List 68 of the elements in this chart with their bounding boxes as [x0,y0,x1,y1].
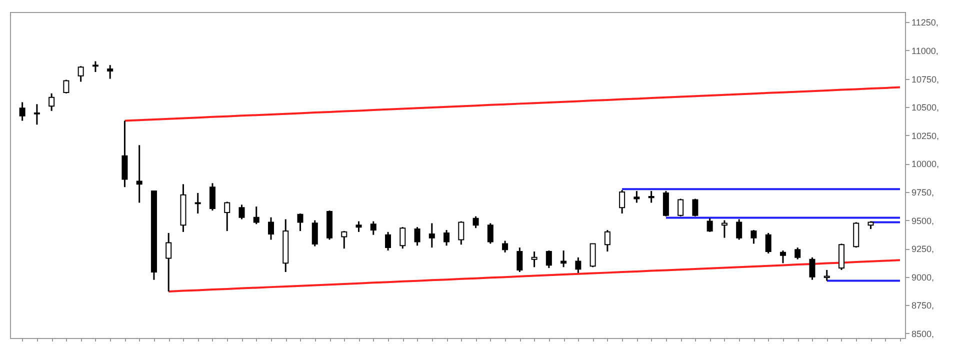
candlestick [706,218,713,233]
y-tick-label: 10250, [912,130,940,141]
candlestick [136,144,142,204]
candlestick [634,190,640,204]
candlestick [809,256,816,281]
candlestick [502,240,508,254]
candlestick [794,246,801,260]
candlestick [238,204,245,220]
candlestick [575,256,582,274]
y-tick-label: 9250, [912,244,934,254]
candlestick [19,101,26,122]
line-series [124,86,901,122]
candlestick [224,200,230,232]
candlestick [400,226,406,250]
candlestick [531,250,538,268]
y-tick-label: 9750, [912,187,934,198]
candlestick [692,198,698,218]
candlestick [780,250,786,264]
candlestick [48,92,55,112]
y-tick-label: 10500, [912,102,940,113]
candlestick [166,232,172,292]
candlestick [662,190,669,218]
candlestick [721,220,728,239]
candlestick [678,198,684,218]
candlestick [209,182,216,212]
candlestick [765,232,772,254]
candlestick [472,216,479,229]
candlestick [194,192,201,214]
candlestick [34,103,40,126]
candlestick [838,242,844,271]
candlestick [444,229,450,246]
candlestick [253,206,260,225]
y-tick-label: 11000, [912,46,938,56]
candlestick [92,60,98,73]
candlestick [546,250,552,269]
candlestick [604,229,610,252]
candlestick [648,190,654,204]
y-tick-label: 9500, [912,216,934,226]
candlestick [750,229,757,244]
candlestick [458,220,464,246]
y-tick-label: 9000, [912,272,934,282]
candlestick [107,64,114,80]
y-tick-label: 10000, [912,159,940,170]
y-tick-label: 10750, [912,74,940,84]
candlestick [122,120,128,188]
candlestick [356,220,362,233]
y-tick-label: 11250, [912,18,938,28]
candlestick [268,216,274,240]
candlestick [590,242,596,268]
candlestick [824,269,830,282]
line-series [168,259,901,292]
candlestick [853,221,860,248]
candlestick [341,230,348,250]
candlestick [63,79,70,94]
candlestick [736,218,742,240]
y-tick-label: 8500, [912,328,934,339]
candlestick [312,220,318,248]
candlestick [560,250,567,268]
candlestick [78,65,84,82]
candlestick [619,189,626,214]
y-tick-label: 8750, [912,300,934,311]
candlestick [487,222,494,244]
candlestick [516,246,523,273]
candlestick [370,220,376,236]
candlestick [297,212,304,232]
candlestick [428,222,435,248]
candlestick [385,231,392,252]
candlestick [414,226,420,246]
